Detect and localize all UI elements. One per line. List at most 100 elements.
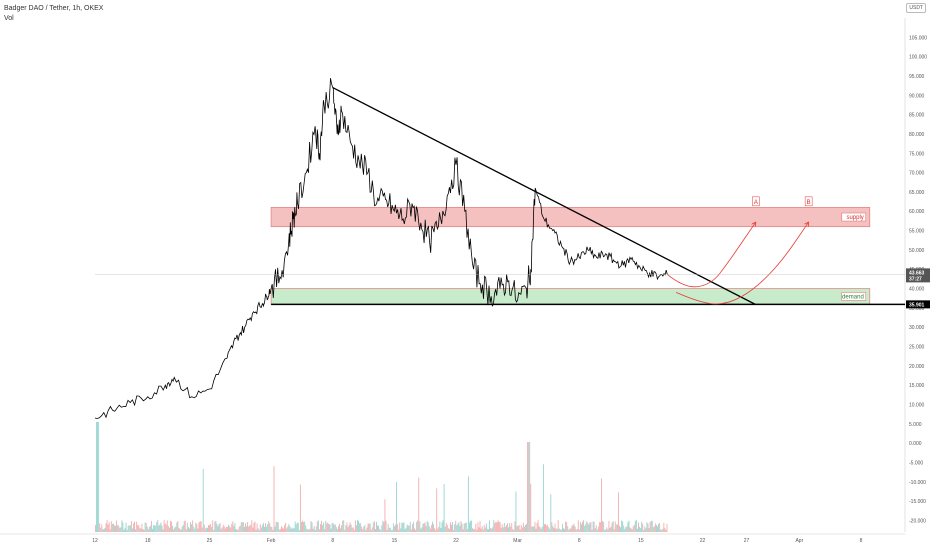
volume-bar <box>584 525 586 532</box>
volume-bar <box>464 522 466 532</box>
volume-bar <box>418 477 420 532</box>
volume-bar <box>366 527 368 532</box>
volume-bar <box>430 525 432 532</box>
x-tick-label: 8 <box>578 538 581 544</box>
volume-bar <box>153 525 155 532</box>
volume-bar <box>342 520 344 532</box>
volume-bar <box>303 522 305 532</box>
volume-bar <box>226 526 227 532</box>
volume-bar <box>598 522 600 532</box>
volume-bar <box>347 527 349 532</box>
volume-bar <box>259 524 261 532</box>
volume-bar <box>571 525 573 532</box>
volume-bar <box>362 528 364 532</box>
volume-bar <box>115 525 116 532</box>
volume-bar <box>425 526 427 532</box>
current-price-value: 43.663 <box>909 270 925 276</box>
volume-bar <box>635 520 637 532</box>
volume-bar <box>513 529 515 532</box>
volume-bar <box>404 529 406 532</box>
volume-bar <box>391 529 393 532</box>
volume-bar <box>110 521 112 532</box>
volume-bar <box>477 522 479 532</box>
volume-bar <box>348 525 350 532</box>
volume-bar <box>568 529 570 532</box>
volume-bar <box>374 528 376 532</box>
volume-bar <box>653 526 655 532</box>
volume-bar <box>472 528 474 532</box>
volume-bar <box>614 521 616 532</box>
volume-bar <box>297 522 299 532</box>
volume-bar <box>350 524 352 532</box>
volume-bar <box>582 521 583 532</box>
volume-bar <box>219 522 221 532</box>
volume-bar <box>597 526 599 532</box>
price-line <box>94 78 668 419</box>
volume-bar <box>176 522 178 532</box>
volume-bar <box>395 524 396 532</box>
volume-bar <box>230 527 232 532</box>
volume-bar <box>185 529 187 532</box>
volume-bar <box>144 522 146 532</box>
volume-bar <box>285 523 287 532</box>
volume-bar <box>388 527 390 532</box>
volume-bar <box>184 520 186 532</box>
support-price-badge <box>906 300 930 309</box>
volume-bar <box>369 523 371 532</box>
volume-bar <box>140 528 142 532</box>
volume-bar <box>182 525 184 532</box>
volume-bar <box>205 527 207 532</box>
volume-bar <box>149 525 151 532</box>
volume-bar <box>234 523 236 532</box>
volume-bar <box>177 520 179 532</box>
volume-bar <box>114 525 115 532</box>
volume-bar <box>164 523 166 532</box>
volume-bar <box>322 524 324 532</box>
volume-bar <box>408 525 410 532</box>
volume-bar <box>539 527 541 532</box>
volume-bar <box>135 529 137 532</box>
volume-bar <box>333 524 335 532</box>
volume-bar <box>282 527 283 532</box>
volume-bar <box>262 522 264 532</box>
volume-bar <box>538 526 540 532</box>
volume-bar <box>555 528 557 532</box>
volume-bar <box>572 525 574 532</box>
volume-bar <box>649 522 651 532</box>
volume-bar <box>317 520 319 532</box>
volume-bar <box>459 525 461 532</box>
volume-bar <box>284 525 286 532</box>
volume-bar <box>456 525 458 532</box>
volume-bar <box>186 522 188 532</box>
volume-bar <box>158 525 160 532</box>
volume-bar <box>521 527 523 532</box>
volume-bar <box>567 526 569 532</box>
volume-bar <box>126 529 128 532</box>
volume-bar <box>390 529 392 532</box>
volume-bar <box>353 529 355 532</box>
volume-bar <box>280 526 282 532</box>
volume-bar <box>172 525 174 532</box>
volume-bar <box>224 528 226 532</box>
y-tick-label: 35.000 <box>909 306 925 312</box>
x-tick-label: 15 <box>392 538 398 544</box>
current-price-countdown: 37:27 <box>909 276 922 282</box>
volume-bar <box>579 522 581 532</box>
volume-bar <box>174 527 176 532</box>
volume-bar <box>620 527 621 532</box>
volume-bar <box>569 528 571 532</box>
volume-bar <box>137 525 139 532</box>
volume-bar <box>340 528 342 532</box>
supply-label: supply <box>846 215 863 221</box>
volume-bar <box>233 525 235 532</box>
currency-badge[interactable]: USDT <box>906 3 926 13</box>
volume-bar <box>349 522 351 532</box>
volume-bar <box>632 526 634 532</box>
volume-bar <box>446 524 448 532</box>
x-tick-label: 18 <box>145 538 151 544</box>
volume-bar <box>630 528 632 532</box>
volume-bar <box>642 523 644 532</box>
volume-bar <box>490 528 492 532</box>
volume-bar <box>367 523 369 532</box>
